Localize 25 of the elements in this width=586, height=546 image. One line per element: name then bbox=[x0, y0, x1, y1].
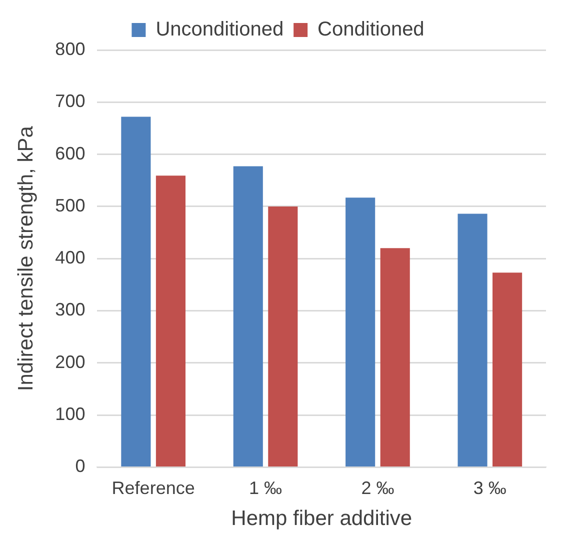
y-tick-label: 700 bbox=[55, 91, 86, 112]
x-tick-label: 1 ‰ bbox=[249, 478, 282, 498]
bar bbox=[492, 272, 522, 466]
y-tick-label: 400 bbox=[55, 248, 86, 268]
y-tick-label: 0 bbox=[75, 456, 86, 476]
y-axis-title: Indirect tensile strength, kPa bbox=[14, 126, 38, 392]
x-tick-label: 3 ‰ bbox=[473, 478, 506, 498]
bar bbox=[380, 248, 410, 466]
bar bbox=[346, 198, 376, 466]
legend-label: Conditioned bbox=[318, 18, 424, 41]
bar bbox=[156, 176, 186, 466]
y-tick-label: 500 bbox=[55, 195, 86, 216]
bar bbox=[268, 206, 298, 466]
x-tick-label: Reference bbox=[112, 478, 195, 498]
y-tick-label: 800 bbox=[55, 38, 86, 59]
y-tick-label: 600 bbox=[55, 143, 86, 164]
bar bbox=[121, 116, 151, 466]
x-axis-title: Hemp fiber additive bbox=[231, 507, 412, 530]
legend-label: Unconditioned bbox=[156, 18, 284, 41]
x-tick-label: 2 ‰ bbox=[361, 478, 394, 498]
y-tick-label: 100 bbox=[55, 404, 86, 424]
bar bbox=[233, 166, 263, 466]
y-tick-label: 200 bbox=[55, 352, 86, 372]
bar bbox=[458, 214, 488, 466]
y-tick-label: 300 bbox=[55, 300, 86, 320]
